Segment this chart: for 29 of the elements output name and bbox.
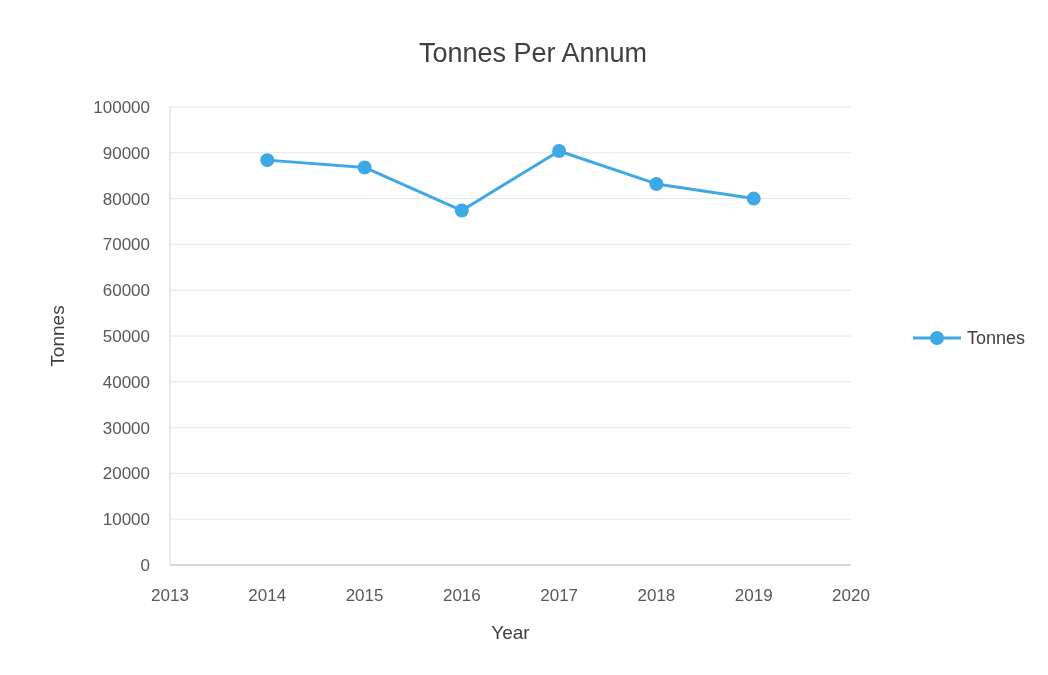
y-axis-title: Tonnes bbox=[47, 305, 68, 367]
x-tick-label: 2016 bbox=[442, 586, 481, 605]
point bbox=[746, 191, 761, 206]
x-tick-label: 2019 bbox=[734, 586, 773, 605]
x-tick-label: 2018 bbox=[637, 586, 676, 605]
y-tick-label: 60000 bbox=[102, 281, 150, 301]
x-tick-label: 2013 bbox=[151, 586, 189, 605]
y-tick-label: 100000 bbox=[93, 97, 150, 117]
x-axis-title: Year bbox=[491, 622, 531, 643]
x-tick-label: 2014 bbox=[248, 586, 287, 605]
x-tick-label: 2015 bbox=[345, 586, 384, 605]
y-tick-label: 0 bbox=[140, 555, 150, 575]
point bbox=[552, 143, 567, 158]
y-tick-label: 90000 bbox=[102, 143, 150, 163]
y-tick-label: 80000 bbox=[102, 189, 150, 209]
legend-label: Tonnes bbox=[967, 328, 1026, 349]
y-tick-label: 40000 bbox=[102, 372, 150, 392]
point bbox=[260, 153, 275, 168]
point bbox=[357, 160, 372, 175]
chart-title: Tonnes Per Annum bbox=[418, 38, 648, 68]
y-tick-label: 20000 bbox=[102, 464, 150, 484]
y-tick-label: 70000 bbox=[102, 235, 150, 255]
point bbox=[649, 176, 664, 191]
y-tick-label: 30000 bbox=[102, 418, 150, 438]
point bbox=[454, 203, 469, 218]
y-tick-label: 50000 bbox=[102, 326, 150, 346]
x-tick-label: 2017 bbox=[540, 586, 579, 605]
x-tick-label: 2020 bbox=[832, 586, 870, 605]
y-tick-label: 10000 bbox=[102, 510, 150, 530]
